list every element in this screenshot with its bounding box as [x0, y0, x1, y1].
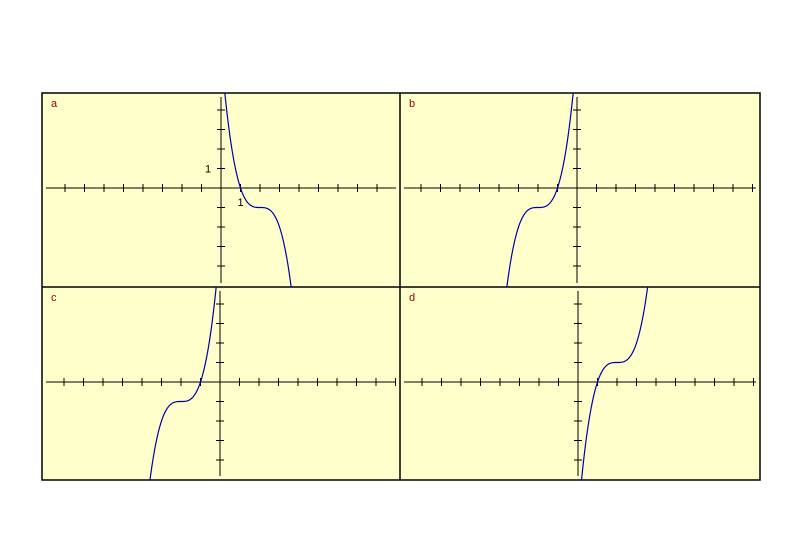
panel-label: c — [51, 292, 57, 304]
panel-label: b — [409, 98, 415, 110]
panel — [46, 93, 396, 287]
panel-label: d — [409, 292, 415, 304]
curve — [580, 287, 649, 480]
curve — [149, 287, 217, 480]
curve — [506, 93, 574, 287]
curve — [224, 93, 292, 287]
panel — [404, 93, 756, 287]
panel — [404, 287, 756, 480]
x-unit-label: 1 — [238, 197, 244, 209]
panel — [46, 287, 396, 480]
y-unit-label: 1 — [205, 164, 211, 176]
panel-label: a — [51, 98, 58, 110]
